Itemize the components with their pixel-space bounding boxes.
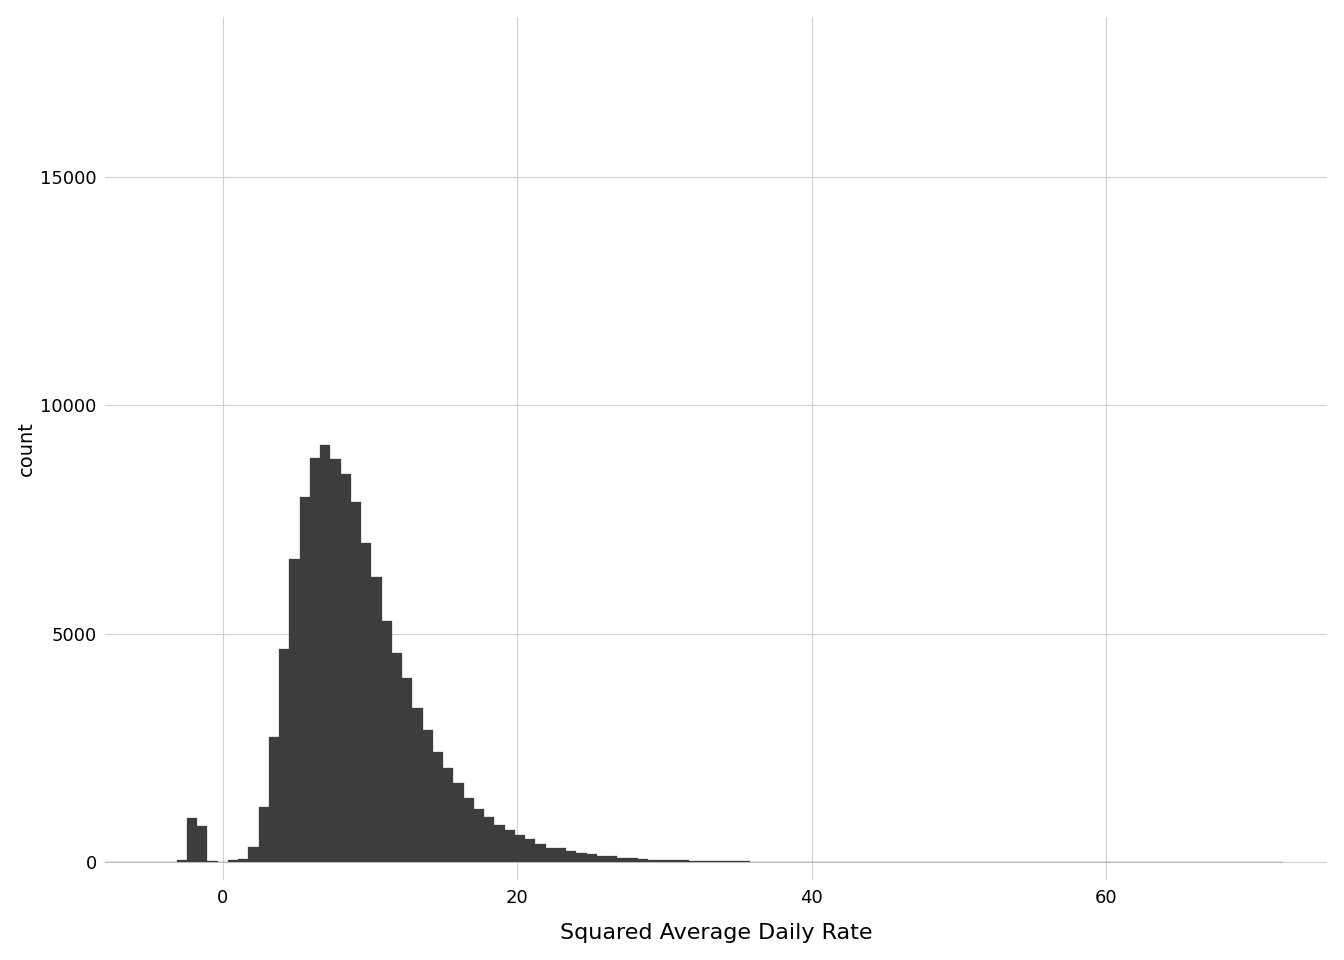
Bar [289, 560, 300, 862]
Bar [659, 860, 668, 862]
Bar [495, 825, 504, 862]
Bar [710, 861, 719, 862]
Bar [648, 859, 659, 862]
Bar [638, 859, 648, 862]
Bar [340, 473, 351, 862]
Bar [258, 807, 269, 862]
Bar [402, 679, 413, 862]
Bar [679, 860, 689, 862]
Bar [300, 496, 310, 862]
Bar [413, 708, 422, 862]
Bar [310, 458, 320, 862]
Bar [668, 860, 679, 862]
Bar [535, 844, 546, 862]
Bar [351, 502, 362, 862]
Bar [198, 827, 207, 862]
Bar [504, 830, 515, 862]
Bar [474, 809, 484, 862]
Bar [556, 848, 566, 862]
Bar [617, 858, 628, 862]
Bar [228, 860, 238, 862]
Bar [392, 653, 402, 862]
Bar [444, 768, 453, 862]
Bar [207, 861, 218, 862]
Bar [362, 543, 371, 862]
Bar [433, 752, 444, 862]
Bar [526, 839, 535, 862]
Bar [269, 736, 280, 862]
Bar [577, 853, 586, 862]
Bar [607, 856, 617, 862]
Bar [371, 577, 382, 862]
Bar [515, 834, 526, 862]
Bar [238, 858, 249, 862]
Bar [187, 819, 198, 862]
Bar [689, 860, 699, 862]
Bar [546, 848, 556, 862]
Bar [331, 459, 340, 862]
Bar [320, 444, 331, 862]
Bar [176, 860, 187, 862]
Bar [249, 847, 258, 862]
X-axis label: Squared Average Daily Rate: Squared Average Daily Rate [560, 924, 872, 944]
Bar [464, 798, 474, 862]
Bar [422, 730, 433, 862]
Bar [597, 855, 607, 862]
Bar [453, 783, 464, 862]
Bar [586, 854, 597, 862]
Bar [566, 852, 577, 862]
Bar [280, 649, 289, 862]
Bar [628, 857, 638, 862]
Y-axis label: count: count [16, 421, 36, 476]
Bar [382, 621, 392, 862]
Bar [484, 817, 495, 862]
